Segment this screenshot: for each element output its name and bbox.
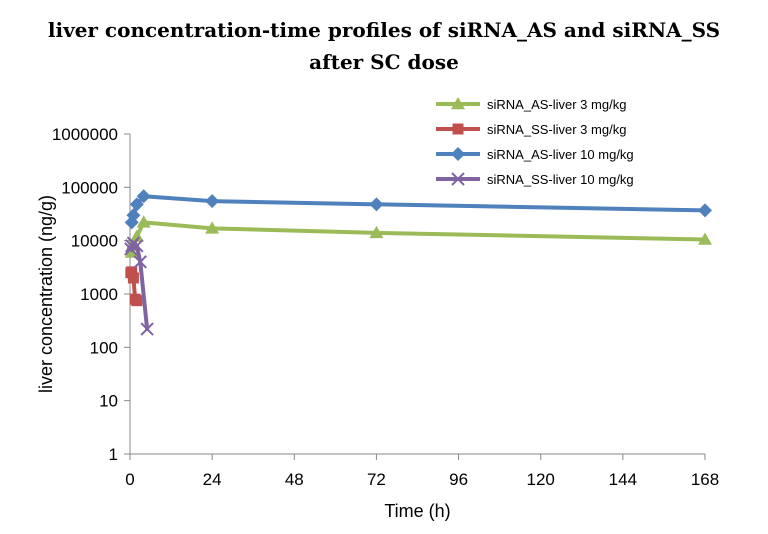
legend-marker <box>451 172 465 186</box>
x-axis-title: Time (h) <box>384 501 450 521</box>
legend-label: siRNA_SS-liver 3 mg/kg <box>487 122 626 137</box>
data-point-series-3 <box>698 203 712 218</box>
data-point-series-1 <box>129 229 144 242</box>
data-point-series-1 <box>698 232 712 245</box>
legend-marker <box>452 123 464 135</box>
y-tick-label: 1000 <box>80 285 118 304</box>
x-tick-label: 144 <box>609 470 637 489</box>
data-point-series-3 <box>369 197 384 212</box>
x-tick-label: 24 <box>203 470 222 489</box>
data-point-series-1 <box>205 221 220 234</box>
legend-label: siRNA_AS-liver 3 mg/kg <box>487 97 626 112</box>
data-point-series-2 <box>126 266 138 278</box>
y-tick-label: 1000000 <box>52 125 118 144</box>
data-point-series-2 <box>127 272 139 284</box>
chart-title-line-1: liver concentration-time profiles of siR… <box>47 18 721 42</box>
series-line-1 <box>129 220 707 255</box>
legend-marker <box>451 97 465 110</box>
data-point-series-1 <box>369 225 384 239</box>
legend-marker <box>451 147 465 161</box>
y-tick-label: 100000 <box>61 178 118 197</box>
x-tick-label: 168 <box>691 470 719 489</box>
x-tick-label: 0 <box>125 470 134 489</box>
x-tick-label: 96 <box>449 470 468 489</box>
y-tick-label: 1 <box>109 445 118 464</box>
legend-label: siRNA_AS-liver 10 mg/kg <box>487 147 634 162</box>
x-tick-label: 48 <box>285 470 304 489</box>
data-point-series-1 <box>136 215 151 228</box>
y-axis-title: liver concentration (ng/g) <box>36 195 56 393</box>
y-tick-label: 10 <box>99 392 118 411</box>
data-point-series-4 <box>130 239 144 253</box>
x-tick-label: 120 <box>527 470 555 489</box>
chart-title-line-2: after SC dose <box>309 50 459 74</box>
data-point-series-2 <box>131 295 143 307</box>
y-tick-label: 10000 <box>71 232 118 251</box>
data-point-series-4 <box>140 322 154 336</box>
data-point-series-3 <box>205 194 220 209</box>
data-point-series-3 <box>126 208 141 223</box>
data-point-series-3 <box>136 189 151 204</box>
data-point-series-3 <box>129 197 144 212</box>
legend-label: siRNA_SS-liver 10 mg/kg <box>487 172 634 187</box>
data-point-series-4 <box>133 255 147 269</box>
x-tick-label: 72 <box>367 470 386 489</box>
y-tick-label: 100 <box>90 338 118 357</box>
